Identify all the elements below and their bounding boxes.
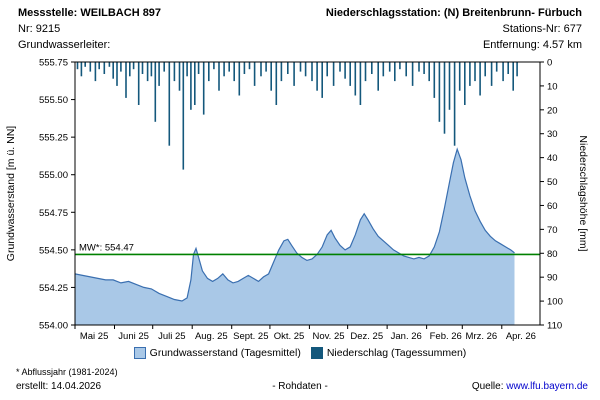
svg-text:Mai 25: Mai 25 — [80, 331, 109, 342]
svg-text:Jan. 26: Jan. 26 — [391, 331, 422, 342]
svg-text:554.25: 554.25 — [39, 283, 68, 294]
svg-text:Feb. 26: Feb. 26 — [430, 331, 462, 342]
svg-text:Nov. 25: Nov. 25 — [312, 331, 344, 342]
source: Quelle: www.lfu.bayern.de — [472, 381, 588, 392]
svg-text:100: 100 — [547, 297, 563, 308]
groundwater-area-swatch-icon — [133, 347, 146, 359]
station-info-right: Niederschlagsstation: (N) Breitenbrunn- … — [326, 5, 582, 53]
precip-station-number: Stations-Nr: 677 — [502, 23, 582, 35]
svg-text:555.50: 555.50 — [39, 95, 68, 106]
svg-text:Juli 25: Juli 25 — [158, 331, 185, 342]
aquifer-label: Grundwasserleiter: — [18, 39, 111, 51]
svg-text:Grundwasserstand [m ü. NN]: Grundwasserstand [m ü. NN] — [5, 126, 17, 261]
svg-text:555.25: 555.25 — [39, 133, 68, 144]
svg-text:Aug. 25: Aug. 25 — [195, 331, 228, 342]
precipitation-legend-label: Niederschlag (Tagessummen) — [326, 347, 467, 359]
station-name: Messstelle: WEILBACH 897 — [18, 7, 162, 19]
svg-text:20: 20 — [547, 105, 558, 116]
svg-text:30: 30 — [547, 129, 558, 140]
svg-text:Apr. 26: Apr. 26 — [506, 331, 536, 342]
created-date: erstellt: 14.04.2026 — [16, 381, 102, 392]
legend: Grundwasserstand (Tagesmittel) Niedersch… — [0, 347, 600, 359]
svg-text:Sept. 25: Sept. 25 — [233, 331, 268, 342]
svg-text:0: 0 — [547, 58, 552, 69]
svg-text:Dez. 25: Dez. 25 — [350, 331, 383, 342]
svg-text:80: 80 — [547, 249, 558, 260]
precip-station-name: Niederschlagsstation: (N) Breitenbrunn- … — [325, 7, 582, 19]
distance-value: Entfernung: 4.57 km — [482, 39, 582, 51]
mean-value-footnote: * Abflussjahr (1981-2024) — [16, 367, 118, 377]
legend-item-groundwater: Grundwasserstand (Tagesmittel) — [133, 347, 301, 359]
svg-text:Niederschlagshöhe [mm]: Niederschlagshöhe [mm] — [577, 135, 589, 251]
precipitation-bar-swatch-icon — [310, 347, 323, 359]
svg-text:50: 50 — [547, 177, 558, 188]
svg-text:10: 10 — [547, 81, 558, 92]
svg-text:90: 90 — [547, 273, 558, 284]
raw-data-label: - Rohdaten - — [272, 381, 328, 392]
source-label: Quelle: — [471, 381, 504, 392]
source-link[interactable]: www.lfu.bayern.de — [506, 381, 588, 392]
svg-text:555.00: 555.00 — [39, 170, 68, 181]
svg-text:70: 70 — [547, 225, 558, 236]
svg-text:110: 110 — [547, 321, 562, 332]
svg-text:MW*: 554.47: MW*: 554.47 — [79, 242, 134, 253]
svg-text:60: 60 — [547, 201, 558, 212]
groundwater-legend-label: Grundwasserstand (Tagesmittel) — [149, 347, 301, 359]
svg-text:Okt. 25: Okt. 25 — [274, 331, 305, 342]
legend-item-precipitation: Niederschlag (Tagessummen) — [310, 347, 467, 359]
svg-text:Mrz. 26: Mrz. 26 — [466, 331, 498, 342]
svg-text:554.75: 554.75 — [39, 208, 68, 219]
svg-text:Juni 25: Juni 25 — [118, 331, 149, 342]
svg-text:554.00: 554.00 — [39, 321, 68, 332]
station-info-left: Messstelle: WEILBACH 897 Nr: 9215 Grundw… — [18, 5, 161, 53]
svg-text:40: 40 — [547, 153, 558, 164]
station-number: Nr: 9215 — [18, 23, 61, 35]
svg-text:554.50: 554.50 — [39, 245, 68, 256]
svg-text:555.75: 555.75 — [39, 58, 68, 69]
